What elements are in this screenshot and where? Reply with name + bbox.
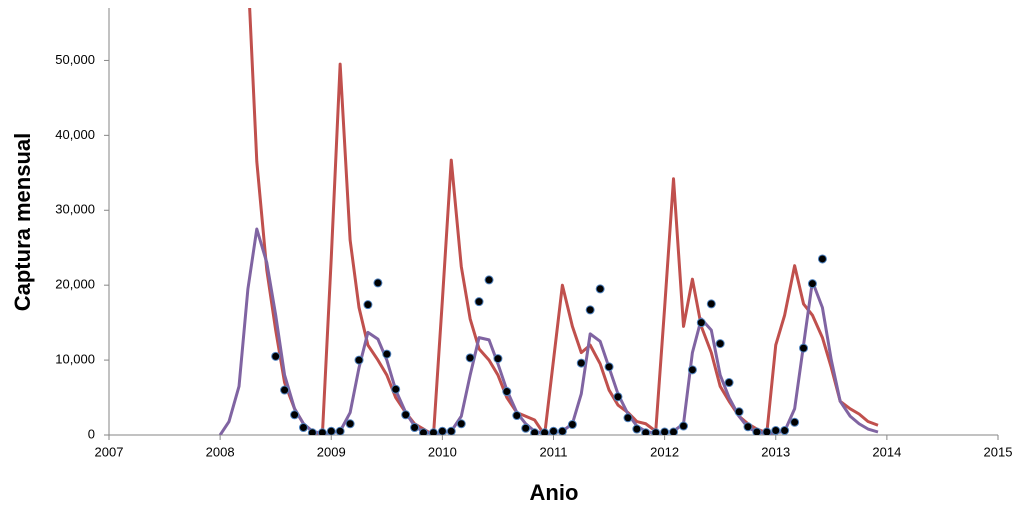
data-point: [595, 284, 605, 294]
data-point: [410, 423, 420, 433]
data-point: [530, 428, 540, 435]
data-point: [540, 428, 550, 435]
data-point: [290, 410, 300, 420]
data-point: [465, 353, 475, 363]
data-point: [382, 349, 392, 359]
data-point: [345, 419, 355, 429]
data-point: [743, 422, 753, 432]
y-tick-label: 20,000: [55, 277, 95, 292]
data-point: [271, 351, 281, 361]
series-line: [248, 8, 879, 435]
data-point: [502, 387, 512, 397]
data-point: [512, 411, 522, 421]
data-point: [585, 305, 595, 315]
y-axis-title: Captura mensual: [10, 133, 35, 312]
data-point: [373, 278, 383, 288]
data-point: [280, 385, 290, 395]
x-axis-title: Anio: [530, 480, 579, 505]
data-point: [696, 318, 706, 328]
data-point: [669, 427, 679, 435]
x-tick-label: 2012: [650, 444, 679, 459]
data-point: [446, 426, 456, 435]
x-tick-label: 2013: [761, 444, 790, 459]
data-point: [613, 392, 623, 402]
data-point: [807, 279, 817, 289]
x-tick-label: 2015: [984, 444, 1013, 459]
data-point: [401, 410, 411, 420]
data-point: [679, 421, 689, 431]
data-point: [521, 423, 531, 433]
y-tick-label: 50,000: [55, 52, 95, 67]
y-tick-label: 40,000: [55, 127, 95, 142]
data-point: [706, 299, 716, 309]
data-point: [790, 417, 800, 427]
data-point: [576, 358, 586, 368]
data-point: [641, 428, 651, 435]
y-tick-label: 10,000: [55, 352, 95, 367]
data-point: [363, 300, 373, 310]
data-point: [456, 419, 466, 429]
data-point: [474, 297, 484, 307]
data-point: [771, 426, 781, 435]
data-point: [493, 354, 503, 364]
data-point: [557, 426, 567, 435]
x-tick-label: 2010: [428, 444, 457, 459]
data-point: [623, 413, 633, 423]
data-point: [724, 378, 734, 388]
data-point: [484, 275, 494, 285]
data-point: [799, 343, 809, 353]
data-point: [687, 365, 697, 375]
data-point: [298, 423, 308, 433]
data-point: [317, 428, 327, 435]
x-tick-label: 2008: [206, 444, 235, 459]
data-point: [715, 339, 725, 349]
data-point: [734, 407, 744, 417]
data-point: [660, 427, 670, 435]
data-point: [326, 426, 336, 435]
x-tick-label: 2011: [540, 444, 568, 459]
data-point: [418, 428, 428, 435]
data-point: [307, 428, 317, 435]
data-point: [651, 428, 661, 435]
data-point: [437, 426, 447, 435]
data-point: [549, 426, 558, 435]
data-point: [604, 362, 614, 372]
data-point: [632, 424, 642, 434]
data-point: [354, 355, 364, 365]
data-point: [391, 384, 401, 394]
x-tick-label: 2014: [872, 444, 901, 459]
data-point: [428, 428, 438, 435]
data-point: [780, 426, 790, 435]
data-point: [752, 427, 762, 435]
y-tick-label: 0: [88, 426, 95, 441]
data-point: [762, 427, 772, 435]
y-tick-label: 30,000: [55, 202, 95, 217]
data-point: [817, 254, 827, 264]
x-tick-label: 2007: [95, 444, 124, 459]
data-point: [335, 426, 345, 435]
plot-area: [218, 8, 879, 435]
x-tick-label: 2009: [317, 444, 346, 459]
data-point: [567, 420, 577, 430]
